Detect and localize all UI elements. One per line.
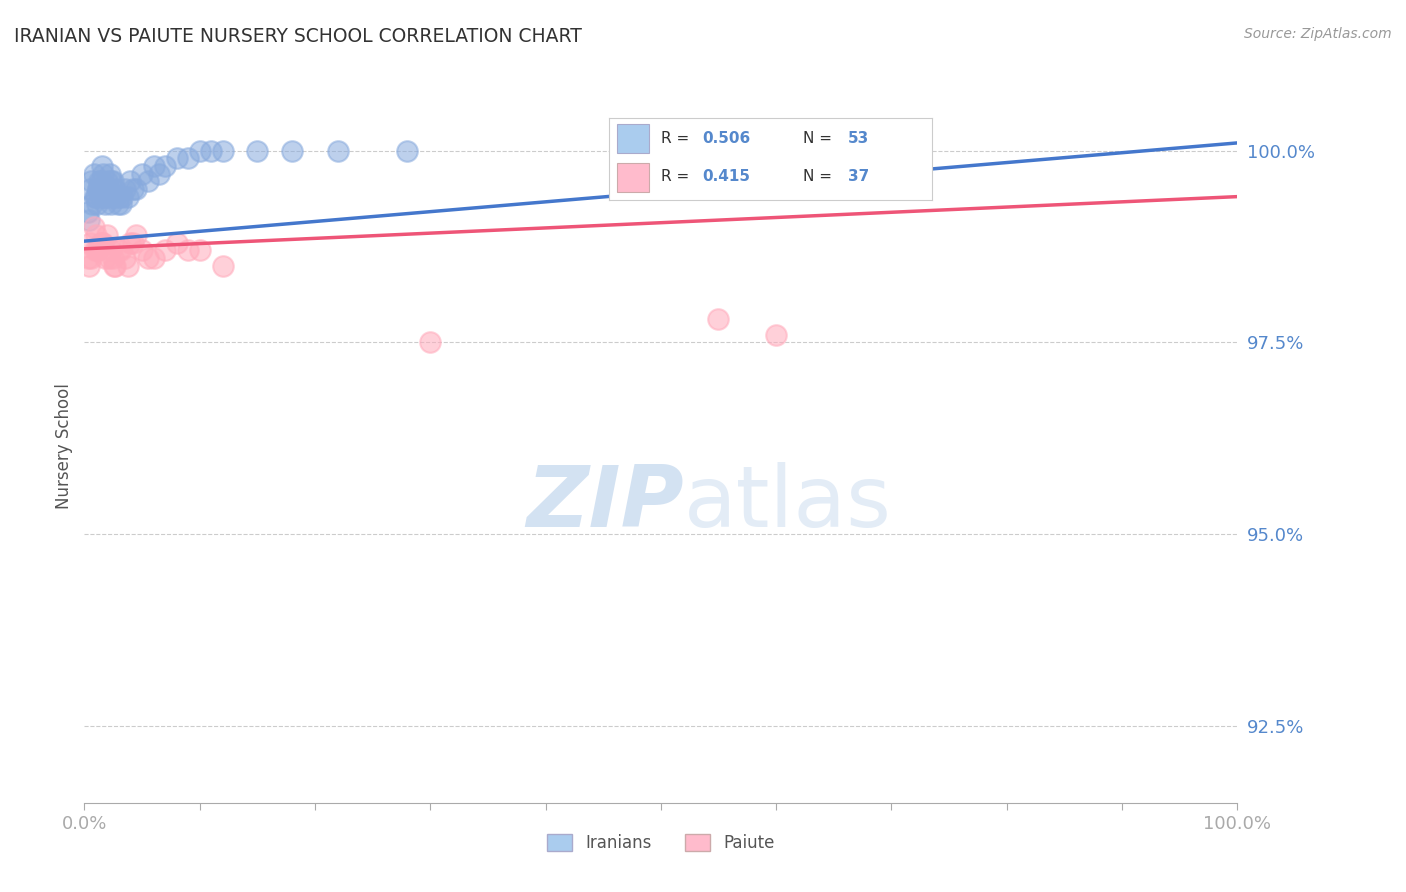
Point xyxy=(83,167,105,181)
Point xyxy=(108,244,131,258)
Point xyxy=(89,174,111,188)
Point xyxy=(101,189,124,203)
Point xyxy=(211,144,233,158)
Point xyxy=(90,159,112,173)
Point xyxy=(93,182,115,196)
Point xyxy=(104,182,127,196)
Point xyxy=(188,144,211,158)
Point xyxy=(110,244,132,258)
Text: Source: ZipAtlas.com: Source: ZipAtlas.com xyxy=(1244,27,1392,41)
Point xyxy=(96,174,118,188)
Point xyxy=(90,235,112,250)
Point xyxy=(83,220,105,235)
Point xyxy=(84,189,107,203)
Point xyxy=(142,251,165,265)
Text: IRANIAN VS PAIUTE NURSERY SCHOOL CORRELATION CHART: IRANIAN VS PAIUTE NURSERY SCHOOL CORRELA… xyxy=(14,27,582,45)
Point xyxy=(87,182,110,196)
Point xyxy=(188,244,211,258)
Point xyxy=(103,251,124,265)
Point xyxy=(77,259,100,273)
Point xyxy=(166,151,188,165)
Point xyxy=(200,144,222,158)
Point xyxy=(136,174,159,188)
Point xyxy=(419,335,441,350)
Point xyxy=(104,259,127,273)
Point xyxy=(120,174,142,188)
Point xyxy=(94,197,117,211)
Point xyxy=(100,174,122,188)
Point xyxy=(97,251,120,265)
Point xyxy=(76,205,98,219)
Point xyxy=(91,235,114,250)
Point xyxy=(211,259,233,273)
Point xyxy=(94,251,117,265)
Point xyxy=(96,189,118,203)
Point xyxy=(107,197,129,211)
Point xyxy=(131,167,153,181)
Point xyxy=(96,227,118,242)
Legend: Iranians, Paiute: Iranians, Paiute xyxy=(540,827,782,859)
Point xyxy=(100,197,122,211)
Point xyxy=(80,251,103,265)
Point xyxy=(91,167,114,181)
Point xyxy=(142,159,165,173)
Point xyxy=(84,227,107,242)
Text: ZIP: ZIP xyxy=(526,461,683,545)
Point xyxy=(114,251,136,265)
Point xyxy=(90,174,112,188)
Point xyxy=(86,197,108,211)
Point xyxy=(326,144,349,158)
Point xyxy=(86,244,108,258)
Point xyxy=(177,244,200,258)
Point xyxy=(100,244,122,258)
Y-axis label: Nursery School: Nursery School xyxy=(55,383,73,509)
Point xyxy=(103,174,124,188)
Point xyxy=(97,182,120,196)
Point xyxy=(80,174,103,188)
Point xyxy=(104,189,127,203)
Point xyxy=(86,182,108,196)
Point xyxy=(114,182,136,196)
Text: atlas: atlas xyxy=(683,461,891,545)
Point xyxy=(108,189,131,203)
Point xyxy=(765,327,787,342)
Point xyxy=(121,182,143,196)
Point xyxy=(89,189,111,203)
Point xyxy=(83,244,105,258)
Point xyxy=(396,144,419,158)
Point xyxy=(77,212,100,227)
Point xyxy=(110,197,132,211)
Point xyxy=(93,189,115,203)
Point xyxy=(136,251,159,265)
Point xyxy=(148,167,170,181)
Point xyxy=(103,259,125,273)
Point xyxy=(83,189,105,203)
Point xyxy=(177,151,200,165)
Point xyxy=(97,182,120,196)
Point xyxy=(125,182,148,196)
Point xyxy=(707,312,730,326)
Point xyxy=(117,259,139,273)
Point xyxy=(117,189,139,203)
Point xyxy=(246,144,269,158)
Point xyxy=(120,235,142,250)
Point xyxy=(87,244,110,258)
Point xyxy=(98,167,121,181)
Point xyxy=(131,244,153,258)
Point xyxy=(153,159,176,173)
Point xyxy=(111,189,134,203)
Point xyxy=(153,244,176,258)
Point xyxy=(82,197,104,211)
Point xyxy=(76,251,98,265)
Point xyxy=(125,227,148,242)
Point xyxy=(121,235,143,250)
Point xyxy=(79,182,101,196)
Point xyxy=(281,144,304,158)
Point xyxy=(89,235,111,250)
Point xyxy=(166,235,188,250)
Point xyxy=(79,235,101,250)
